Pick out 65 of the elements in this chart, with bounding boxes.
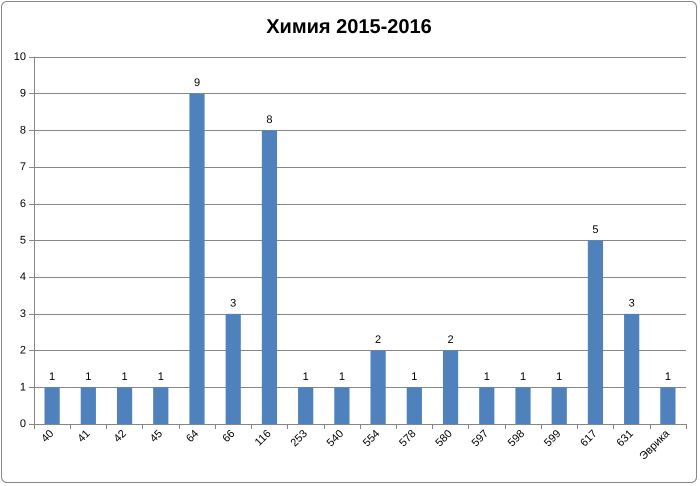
- x-tick-label: 42: [112, 428, 129, 445]
- data-label: 1: [520, 370, 526, 383]
- bar: [298, 387, 314, 424]
- x-tick-label: 116: [252, 428, 274, 449]
- x-tick-label: 598: [506, 428, 528, 450]
- data-label: 1: [49, 370, 56, 383]
- bar: [588, 240, 604, 424]
- bar: [370, 350, 386, 424]
- x-tick-label: 45: [148, 428, 166, 445]
- data-label: 1: [302, 370, 309, 383]
- bar: [226, 314, 241, 424]
- x-tick-label: 580: [433, 428, 455, 450]
- x-tick-label: 599: [542, 428, 564, 450]
- data-label: 1: [411, 370, 418, 383]
- x-tick-label: 617: [578, 428, 600, 450]
- data-label: 1: [121, 370, 128, 383]
- data-label: 3: [230, 297, 236, 310]
- x-tick-label: 66: [220, 428, 238, 445]
- y-tick-label: 5: [20, 234, 26, 246]
- bar: [660, 387, 676, 424]
- data-label: 1: [338, 370, 345, 383]
- y-tick-label: 0: [20, 418, 26, 430]
- chart-title: Химия 2015-2016: [266, 16, 432, 38]
- y-tick-label: 1: [20, 381, 26, 394]
- bar: [80, 387, 96, 424]
- bar: [624, 314, 640, 424]
- x-tick-label: 41: [75, 428, 93, 445]
- x-tick-label: 597: [470, 428, 492, 450]
- data-label: 2: [447, 334, 454, 346]
- y-tick-label: 9: [20, 88, 26, 100]
- data-label: 1: [664, 370, 671, 383]
- bar: [334, 387, 350, 424]
- data-label: 3: [628, 297, 635, 310]
- data-label: 1: [484, 370, 490, 383]
- bar: [552, 387, 567, 424]
- bar: [442, 350, 458, 424]
- y-tick-label: 3: [20, 308, 26, 320]
- data-label: 1: [85, 370, 92, 383]
- y-tick-label: 10: [14, 51, 26, 63]
- bar: [116, 387, 132, 424]
- bar: [262, 130, 278, 424]
- bar: [515, 387, 531, 424]
- bar: [406, 387, 422, 424]
- data-label: 2: [375, 334, 382, 346]
- x-tick-label: 631: [614, 428, 636, 450]
- x-tick-label: 253: [288, 428, 310, 450]
- y-tick-label: 7: [20, 161, 26, 174]
- bar: [189, 94, 205, 424]
- x-tick-label: 554: [360, 428, 382, 450]
- data-label: 5: [592, 224, 599, 236]
- y-tick-label: 6: [20, 198, 26, 210]
- x-tick-label: 40: [39, 428, 56, 445]
- bar: [44, 387, 60, 424]
- x-tick-label: 540: [324, 428, 346, 450]
- data-label: 1: [158, 370, 164, 383]
- x-tick-label: 64: [184, 428, 202, 445]
- data-label: 1: [556, 370, 562, 383]
- data-label: 9: [194, 77, 200, 90]
- y-tick-label: 2: [20, 344, 26, 357]
- y-tick-label: 8: [20, 124, 26, 136]
- bar: [479, 387, 494, 424]
- data-label: 8: [266, 114, 273, 126]
- y-tick-label: 4: [20, 271, 26, 284]
- bar: [153, 387, 168, 424]
- x-tick-label: 578: [397, 428, 419, 450]
